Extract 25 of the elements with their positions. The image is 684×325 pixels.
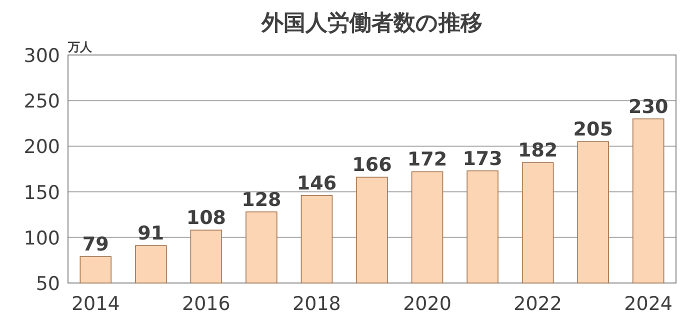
x-tick-label: 2024: [624, 293, 673, 315]
chart-title: 外国人労働者数の推移: [260, 11, 482, 36]
y-tick-label: 150: [24, 182, 60, 204]
data-label: 172: [407, 148, 448, 171]
x-tick-label: 2016: [182, 293, 230, 315]
y-tick-label: 50: [36, 273, 60, 295]
y-tick-label: 100: [24, 227, 60, 250]
data-label: 79: [82, 234, 109, 256]
data-label: 182: [518, 140, 558, 162]
data-label: 128: [242, 188, 282, 211]
x-tick-label: 2020: [403, 293, 452, 315]
x-tick-label: 2014: [71, 293, 120, 315]
x-tick-label: 2018: [292, 293, 341, 315]
y-tick-label: 250: [24, 90, 60, 113]
data-label: 230: [628, 96, 668, 118]
data-label: 108: [186, 207, 226, 230]
data-label: 205: [573, 118, 613, 141]
data-label: 91: [138, 222, 164, 245]
y-tick-label: 200: [24, 136, 60, 158]
y-axis-title: 万人: [67, 40, 93, 54]
data-label: 166: [352, 154, 392, 176]
data-label: 146: [296, 172, 337, 194]
x-tick-label: 2022: [514, 293, 562, 315]
data-label: 173: [462, 148, 502, 170]
y-tick-label: 300: [24, 45, 60, 67]
